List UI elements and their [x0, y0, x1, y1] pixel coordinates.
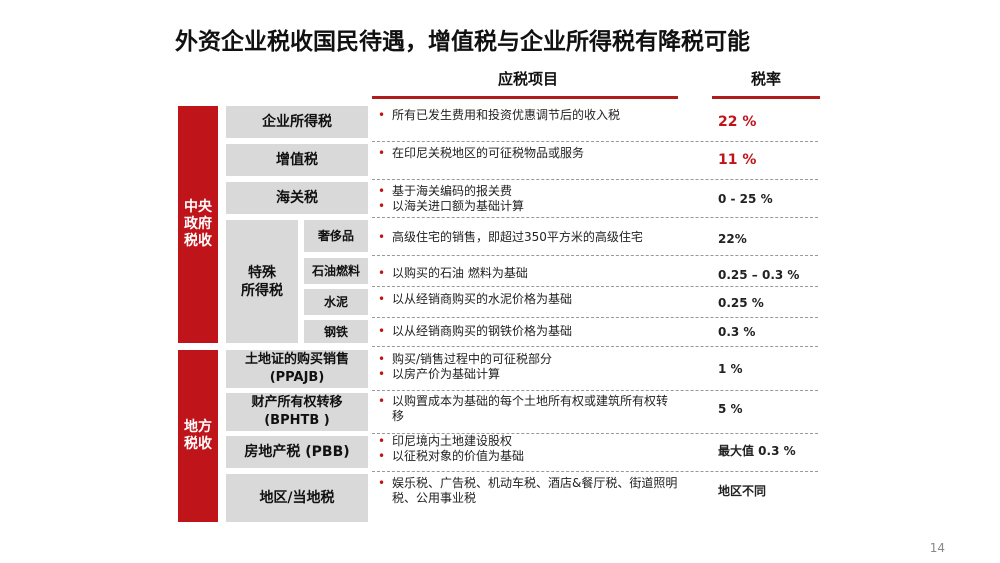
row-desc-vat: 在印尼关税地区的可征税物品或服务	[378, 146, 678, 161]
row-label-corporate-income-tax: 企业所得税	[226, 106, 368, 138]
bullet-item: 娱乐税、广告税、机动车税、酒店&餐厅税、街道照明税、公用事业税	[378, 476, 678, 506]
row-divider	[372, 390, 818, 391]
bullet-item: 基于海关编码的报关费	[378, 184, 678, 199]
bullet-item: 以购置成本为基础的每个土地所有权或建筑所有权转移	[378, 394, 678, 424]
rate-corporate-income-tax: 22 %	[718, 114, 757, 130]
row-label-special-income-tax: 特殊 所得税	[226, 220, 298, 343]
bullet-item: 购买/销售过程中的可征税部分	[378, 352, 678, 367]
bullet-item: 以海关进口额为基础计算	[378, 199, 678, 214]
bullet-item: 印尼境内土地建设股权	[378, 434, 678, 449]
row-label-steel: 钢铁	[304, 320, 368, 343]
bullet-item: 以从经销商购买的水泥价格为基础	[378, 292, 678, 307]
row-label-regional-tax: 地区/当地税	[226, 474, 368, 522]
row-desc-regional-tax: 娱乐税、广告税、机动车税、酒店&餐厅税、街道照明税、公用事业税	[378, 476, 678, 506]
header-underline-item	[372, 96, 678, 99]
row-label-oil-fuel: 石油燃料	[304, 258, 368, 284]
row-divider	[372, 471, 818, 472]
row-desc-steel: 以从经销商购买的钢铁价格为基础	[378, 324, 678, 339]
row-divider	[372, 141, 818, 142]
rate-customs-duty: 0 - 25 %	[718, 192, 773, 206]
row-desc-cement: 以从经销商购买的水泥价格为基础	[378, 292, 678, 307]
rate-ppajb: 1 %	[718, 362, 743, 376]
rate-luxury: 22%	[718, 232, 747, 246]
bullet-item: 以购买的石油 燃料为基础	[378, 266, 678, 281]
row-label-ppajb: 土地证的购买销售 (PPAJB)	[226, 350, 368, 388]
header-item-col: 应税项目	[497, 70, 558, 88]
row-divider	[372, 179, 818, 180]
bullet-item: 以征税对象的价值为基础	[378, 449, 678, 464]
rate-bphtb: 5 %	[718, 402, 743, 416]
row-label-vat: 增值税	[226, 144, 368, 176]
rate-regional-tax: 地区不同	[718, 484, 767, 498]
bullet-item: 以房产价为基础计算	[378, 367, 678, 382]
rate-steel: 0.3 %	[718, 325, 756, 339]
row-label-bphtb: 财产所有权转移 (BPHTB )	[226, 393, 368, 431]
section-local-tax: 地方 税收	[178, 350, 218, 522]
bullet-item: 所有已发生费用和投资优惠调节后的收入税	[378, 108, 678, 123]
header-rate-col: 税率	[750, 70, 781, 88]
row-divider	[372, 286, 818, 287]
row-desc-corporate-income-tax: 所有已发生费用和投资优惠调节后的收入税	[378, 108, 678, 123]
rate-pbb: 最大值 0.3 %	[718, 444, 796, 458]
row-desc-oil-fuel: 以购买的石油 燃料为基础	[378, 266, 678, 281]
row-desc-customs-duty: 基于海关编码的报关费 以海关进口额为基础计算	[378, 184, 678, 214]
row-desc-ppajb: 购买/销售过程中的可征税部分 以房产价为基础计算	[378, 352, 678, 382]
header-underline-rate	[712, 96, 820, 99]
row-desc-bphtb: 以购置成本为基础的每个土地所有权或建筑所有权转移	[378, 394, 678, 424]
row-divider	[372, 255, 818, 256]
bullet-item: 以从经销商购买的钢铁价格为基础	[378, 324, 678, 339]
row-label-customs-duty: 海关税	[226, 182, 368, 214]
rate-oil-fuel: 0.25 – 0.3 %	[718, 268, 800, 282]
row-label-cement: 水泥	[304, 289, 368, 315]
row-label-luxury: 奢侈品	[304, 220, 368, 252]
page-title: 外资企业税收国民待遇，增值税与企业所得税有降税可能	[175, 29, 750, 55]
row-divider	[372, 346, 818, 347]
row-divider	[372, 317, 818, 318]
row-desc-pbb: 印尼境内土地建设股权 以征税对象的价值为基础	[378, 434, 678, 464]
bullet-item: 在印尼关税地区的可征税物品或服务	[378, 146, 678, 161]
row-label-pbb: 房地产税 (PBB)	[226, 436, 368, 468]
section-central-tax: 中央 政府 税收	[178, 106, 218, 343]
rate-vat: 11 %	[718, 152, 757, 168]
bullet-item: 高级住宅的销售，即超过350平方米的高级住宅	[378, 230, 678, 245]
row-desc-luxury: 高级住宅的销售，即超过350平方米的高级住宅	[378, 230, 678, 245]
page-number: 14	[929, 541, 945, 555]
rate-cement: 0.25 %	[718, 296, 764, 310]
row-divider	[372, 217, 818, 218]
row-divider	[372, 433, 818, 434]
